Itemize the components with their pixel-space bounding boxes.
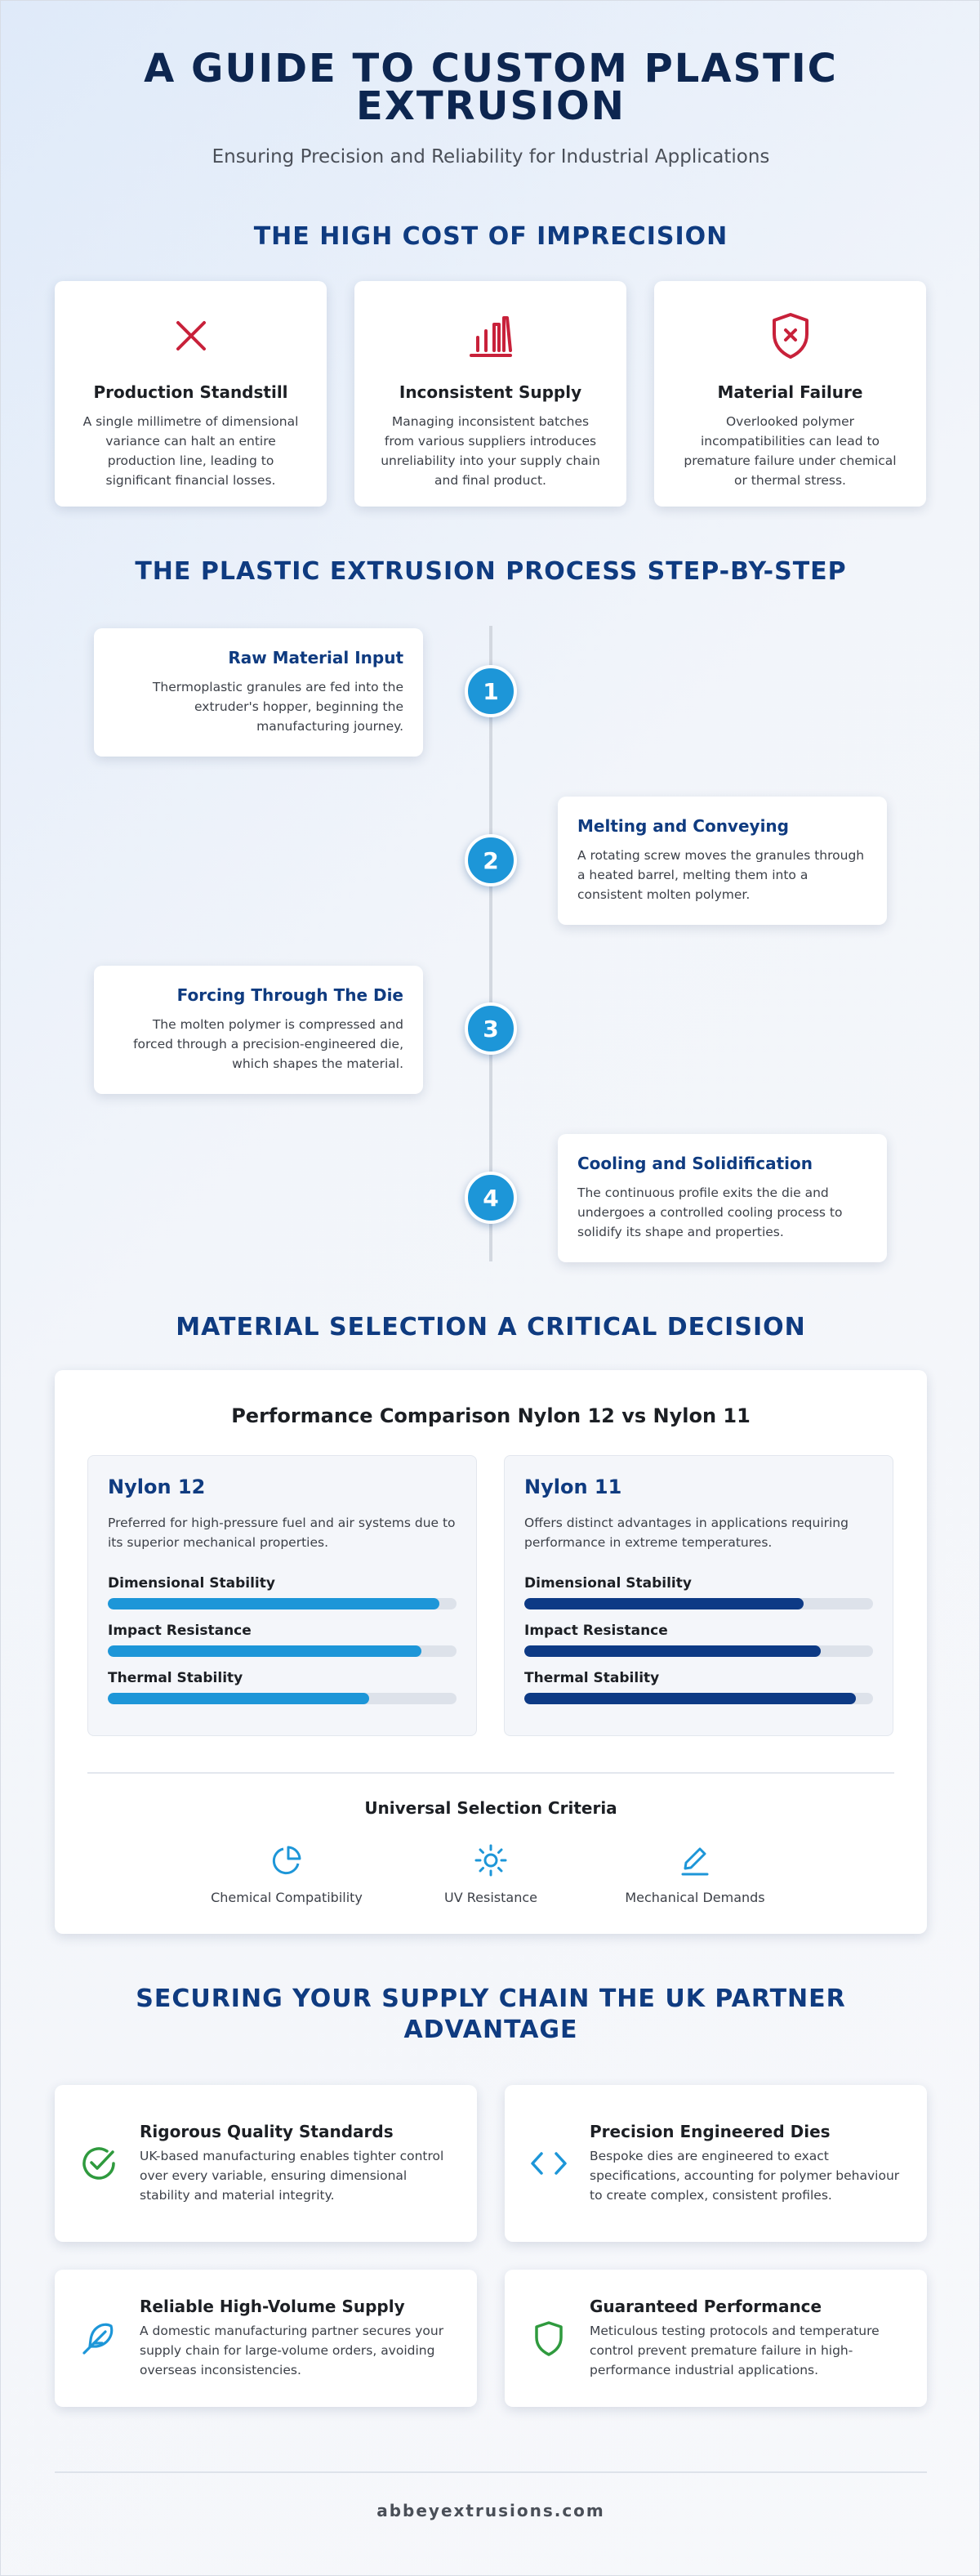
supply-card-guaranteed-performance: Guaranteed Performance Meticulous testin… — [505, 2270, 927, 2407]
cost-section-title: THE HIGH COST OF IMPRECISION — [253, 222, 728, 251]
material-panel-nylon-12: Nylon 12 Preferred for high-pressure fue… — [87, 1455, 477, 1736]
metric-bar — [524, 1598, 873, 1609]
cost-card-text: Overlooked polymer incompatibilities can… — [684, 414, 897, 488]
criteria-title: Universal Selection Criteria — [364, 1798, 617, 1818]
supply-section-title: SECURING YOUR SUPPLY CHAIN THE UK PARTNE… — [136, 1984, 846, 2044]
metric: Thermal Stability — [524, 1670, 873, 1704]
metric-bar-fill — [108, 1645, 422, 1657]
metric: Thermal Stability — [108, 1670, 457, 1704]
sun-icon — [385, 1842, 597, 1878]
material-description: Offers distinct advantages in applicatio… — [524, 1516, 849, 1550]
metric-bar — [108, 1598, 457, 1609]
cost-card-text: A single millimetre of dimensional varia… — [82, 414, 299, 488]
close-x-icon — [78, 310, 304, 361]
criterion-label: Chemical Compatibility — [211, 1890, 363, 1905]
cost-card-title: Material Failure — [717, 382, 863, 402]
code-brackets-icon — [529, 2150, 568, 2177]
step-text: A rotating screw moves the granules thro… — [577, 848, 865, 902]
metric: Impact Resistance — [524, 1623, 873, 1657]
cost-card-title: Inconsistent Supply — [399, 382, 582, 402]
metric-bar-fill — [524, 1693, 856, 1704]
metric: Dimensional Stability — [524, 1575, 873, 1609]
supply-card-text: Meticulous testing protocols and tempera… — [590, 2324, 880, 2377]
feather-icon — [79, 2320, 118, 2356]
supply-card-quality-standards: Rigorous Quality Standards UK-based manu… — [55, 2085, 477, 2242]
step-card-4: Cooling and Solidification The continuou… — [558, 1134, 887, 1262]
supply-card-title: Precision Engineered Dies — [590, 2122, 831, 2141]
supply-card-text: A domestic manufacturing partner secures… — [140, 2324, 444, 2377]
cost-card-material-failure: Material Failure Overlooked polymer inco… — [654, 281, 926, 507]
metric-bar-fill — [108, 1598, 439, 1609]
material-section-title: MATERIAL SELECTION A CRITICAL DECISION — [176, 1313, 806, 1342]
supply-card-precision-dies: Precision Engineered Dies Bespoke dies a… — [505, 2085, 927, 2242]
supply-card-title: Rigorous Quality Standards — [140, 2122, 394, 2141]
step-text: Thermoplastic granules are fed into the … — [152, 680, 403, 734]
supply-card-high-volume-supply: Reliable High-Volume Supply A domestic m… — [55, 2270, 477, 2407]
metric: Impact Resistance — [108, 1623, 457, 1657]
step-card-1: Raw Material Input Thermoplastic granule… — [94, 628, 423, 757]
step-number-2: 2 — [465, 834, 517, 886]
metric-label: Dimensional Stability — [524, 1575, 692, 1592]
footer-divider — [55, 2471, 927, 2473]
step-card-2: Melting and Conveying A rotating screw m… — [558, 797, 887, 925]
criterion-chemical-compatibility: Chemical Compatibility — [180, 1842, 393, 1905]
divider — [87, 1772, 894, 1774]
criterion-label: Mechanical Demands — [625, 1890, 765, 1905]
step-title: Melting and Conveying — [577, 816, 789, 836]
page-title: A GUIDE TO CUSTOM PLASTIC EXTRUSION — [144, 46, 838, 129]
metric-bar — [524, 1645, 873, 1657]
criterion-mechanical-demands: Mechanical Demands — [589, 1842, 801, 1905]
metric-label: Impact Resistance — [524, 1623, 668, 1639]
pencil-icon — [589, 1842, 801, 1878]
shield-icon — [529, 2319, 568, 2357]
step-text: The molten polymer is compressed and for… — [133, 1017, 403, 1071]
material-name: Nylon 11 — [524, 1476, 622, 1498]
step-number-1: 1 — [465, 665, 517, 717]
supply-card-text: UK-based manufacturing enables tighter c… — [140, 2149, 444, 2203]
material-name: Nylon 12 — [108, 1476, 206, 1498]
metric-bar-fill — [524, 1645, 821, 1657]
step-title: Raw Material Input — [228, 648, 403, 667]
pie-chart-icon — [180, 1842, 393, 1878]
bar-chart-icon — [377, 310, 604, 361]
criterion-label: UV Resistance — [444, 1890, 537, 1905]
timeline-line — [489, 626, 492, 1261]
supply-card-title: Reliable High-Volume Supply — [140, 2297, 405, 2316]
shield-x-icon — [677, 310, 903, 361]
page-subtitle: Ensuring Precision and Reliability for I… — [212, 146, 770, 167]
metric-label: Dimensional Stability — [108, 1575, 275, 1592]
metric-bar — [108, 1693, 457, 1704]
footer-website: abbeyextrusions.com — [376, 2501, 605, 2520]
cost-card-title: Production Standstill — [93, 382, 288, 402]
metric: Dimensional Stability — [108, 1575, 457, 1609]
process-section-title: THE PLASTIC EXTRUSION PROCESS STEP-BY-ST… — [135, 557, 847, 586]
check-circle-icon — [79, 2145, 118, 2182]
cost-card-production-standstill: Production Standstill A single millimetr… — [55, 281, 327, 507]
step-card-3: Forcing Through The Die The molten polym… — [94, 966, 423, 1094]
comparison-title: Performance Comparison Nylon 12 vs Nylon… — [231, 1404, 751, 1427]
cost-card-inconsistent-supply: Inconsistent Supply Managing inconsisten… — [354, 281, 626, 507]
step-number-4: 4 — [465, 1172, 517, 1224]
metric-bar-fill — [524, 1598, 804, 1609]
step-title: Cooling and Solidification — [577, 1154, 813, 1173]
criterion-uv-resistance: UV Resistance — [385, 1842, 597, 1905]
step-title: Forcing Through The Die — [176, 985, 403, 1005]
metric-label: Thermal Stability — [108, 1670, 243, 1686]
material-panel-nylon-11: Nylon 11 Offers distinct advantages in a… — [504, 1455, 893, 1736]
metric-label: Impact Resistance — [108, 1623, 252, 1639]
supply-card-text: Bespoke dies are engineered to exact spe… — [590, 2149, 900, 2203]
material-description: Preferred for high-pressure fuel and air… — [108, 1516, 456, 1550]
metric-bar — [108, 1645, 457, 1657]
metric-bar-fill — [108, 1693, 370, 1704]
metric-bar — [524, 1693, 873, 1704]
step-number-3: 3 — [465, 1002, 517, 1055]
cost-card-text: Managing inconsistent batches from vario… — [381, 414, 600, 488]
material-comparison-card: Performance Comparison Nylon 12 vs Nylon… — [55, 1370, 927, 1934]
step-text: The continuous profile exits the die and… — [577, 1185, 843, 1239]
supply-card-title: Guaranteed Performance — [590, 2297, 822, 2316]
metric-label: Thermal Stability — [524, 1670, 660, 1686]
